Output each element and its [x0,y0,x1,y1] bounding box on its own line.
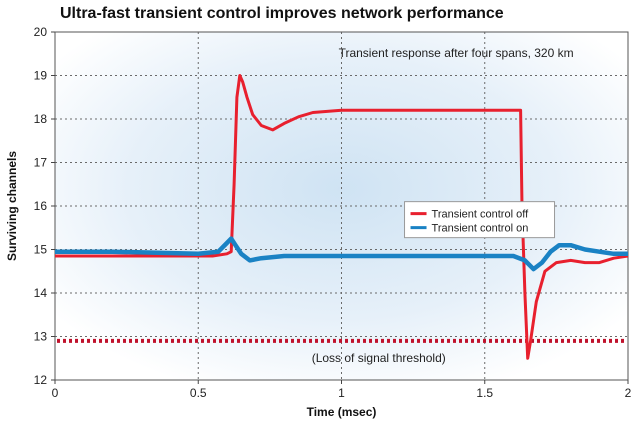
x-tick-label: 0.5 [190,386,207,400]
legend: Transient control off Transient control o… [404,201,556,239]
legend-label: Transient control off [432,209,530,221]
y-tick-label: 13 [34,330,48,344]
y-tick-label: 17 [34,156,48,170]
gridlines [55,32,628,380]
series-line-2 [55,236,628,272]
y-tick-label: 15 [34,243,48,257]
x-tick-label: 1.5 [476,386,493,400]
annotation-threshold: (Loss of signal threshold) [312,351,446,365]
y-tick-label: 20 [34,25,48,39]
annotation-top: Transient response after four spans, 320… [339,46,574,60]
y-axis-label: Surviving channels [5,151,19,261]
x-axis-label: Time (msec) [307,405,377,419]
x-tick-label: 2 [625,386,632,400]
y-tick-label: 16 [34,199,48,213]
series-layer [55,74,629,360]
y-axis-ticks: 12 13 14 15 16 17 18 19 20 [34,25,55,387]
legend-label: Transient control on [432,223,529,235]
legend-box [404,201,556,239]
series-line-1 [55,74,629,360]
y-tick-label: 14 [34,286,48,300]
y-tick-label: 19 [34,69,48,83]
chart-title: Ultra-fast transient control improves ne… [60,5,504,22]
y-tick-label: 12 [34,373,48,387]
x-axis-ticks: 0 0.5 1 1.5 2 [52,380,632,400]
y-tick-label: 18 [34,112,48,126]
x-tick-label: 1 [338,386,345,400]
x-tick-label: 0 [52,386,59,400]
